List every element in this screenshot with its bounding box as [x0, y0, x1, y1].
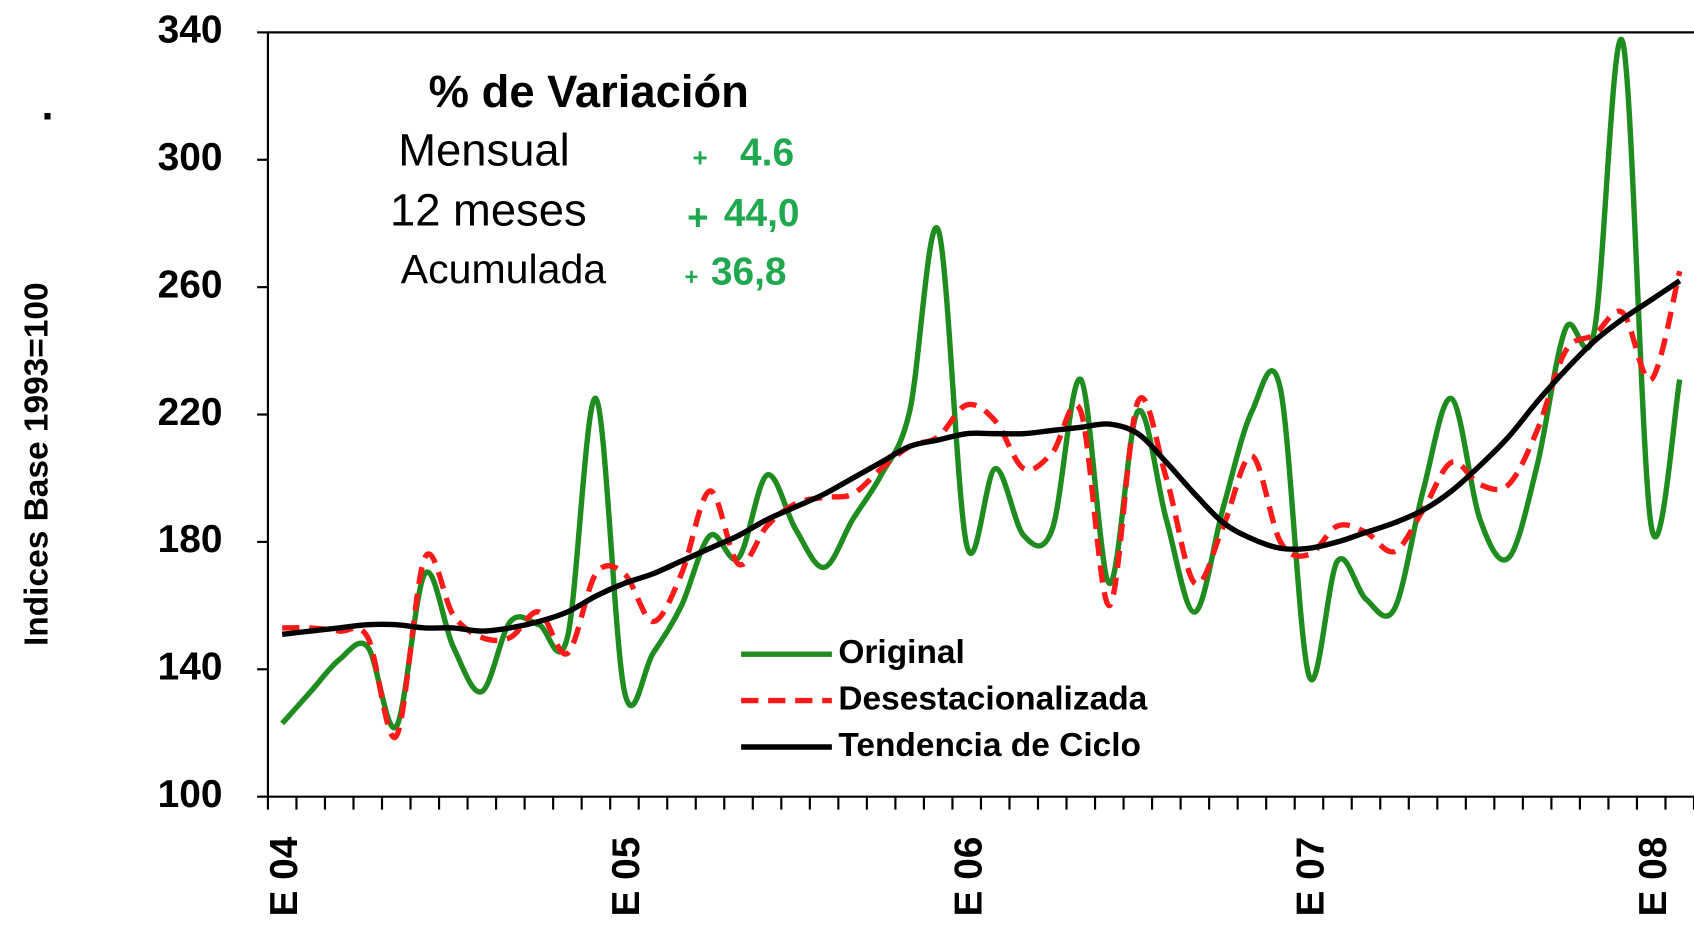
y-tick-label: 140 [158, 646, 223, 689]
variation-label: Mensual [398, 124, 569, 175]
variation-label: Acumulada [401, 246, 606, 292]
y-tick-label: 300 [158, 136, 223, 179]
variation-label: 12 meses [390, 185, 587, 236]
x-tick-label: E 05 [605, 837, 648, 917]
variation-value: 4.6 [740, 132, 794, 175]
variation-sign: + [684, 264, 698, 291]
legend-label: Desestacionalizada [838, 680, 1147, 717]
x-tick-label: E 07 [1290, 837, 1333, 917]
series-line [281, 278, 1682, 637]
x-tick-label: E 06 [947, 837, 990, 917]
y-tick-label: 180 [158, 518, 223, 561]
legend-label: Original [838, 634, 965, 671]
y-axis-label: Indices Base 1993=100 [19, 282, 56, 646]
y-tick-label: 100 [158, 773, 223, 816]
annotation: . [42, 81, 54, 129]
variation-value: 44,0 [724, 192, 800, 235]
variation-value: 36,8 [711, 250, 787, 293]
legend-label: Tendencia de Ciclo [838, 727, 1141, 764]
panel-title: % de Variación [429, 66, 749, 117]
y-tick-label: 340 [158, 9, 223, 52]
y-tick-label: 220 [158, 391, 223, 434]
y-tick-label: 260 [158, 263, 223, 306]
x-tick-label: E 08 [1632, 837, 1675, 917]
x-tick-label: E 04 [263, 836, 306, 916]
variation-sign: + [687, 197, 708, 238]
variation-sign: + [692, 145, 707, 173]
